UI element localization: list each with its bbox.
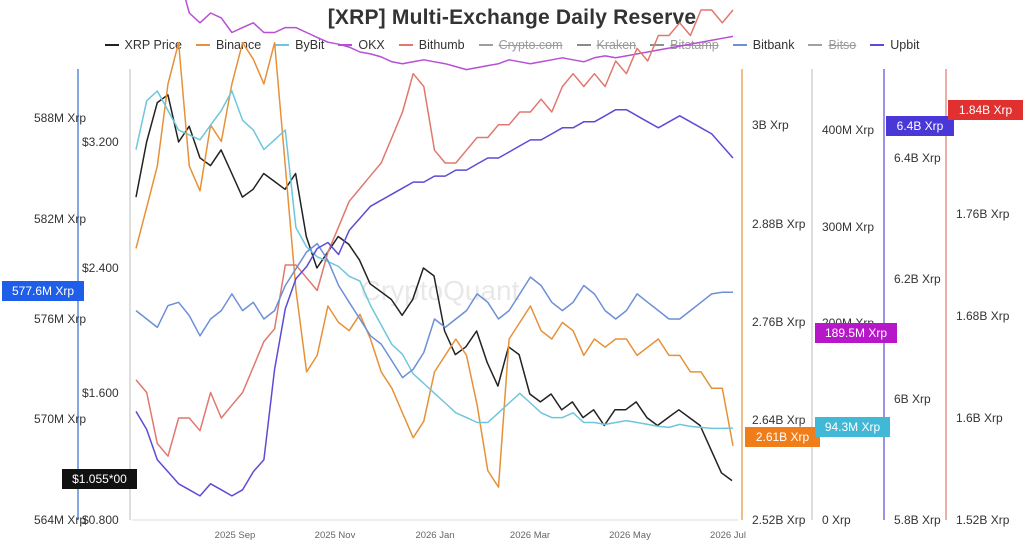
axis-tick-label-upbit: 5.8B Xrp [894, 513, 941, 527]
chart-title: [XRP] Multi-Exchange Daily Reserve [327, 6, 697, 29]
series-line-xrp-price [135, 94, 733, 482]
badge-bithumb-text: 1.84B Xrp [959, 103, 1013, 117]
watermark: CryptoQuant [361, 275, 520, 306]
legend: XRP Price Binance ByBit OKX Bithumb Crypto.co… [0, 38, 1024, 52]
legend-swatch [650, 44, 665, 46]
axis-tick-label-okx: 0 Xrp [822, 513, 851, 527]
badge-okx-text: 189.5M Xrp [825, 326, 887, 340]
axis-tick-label-price: $2.400 [82, 261, 119, 275]
legend-label: XRP Price [124, 38, 182, 52]
axis-tick-label-binance: 2.64B Xrp [752, 413, 806, 427]
legend-label: Kraken [596, 38, 637, 52]
legend-item-upbit[interactable]: Upbit [870, 38, 919, 52]
legend-item-okx[interactable]: OKX [338, 38, 385, 52]
badge-upbit: 6.4B Xrp [886, 116, 954, 136]
axis-tick-label-binance: 2.76B Xrp [752, 315, 806, 329]
axis-tick-label-binance: 2.88B Xrp [752, 217, 806, 231]
axis-tick-label-exch: 588M Xrp [34, 111, 86, 125]
legend-swatch [808, 44, 823, 46]
series-line-upbit [135, 108, 734, 497]
legend-item-kraken[interactable]: Kraken [576, 38, 637, 52]
axis-tick-label-bithumb: 1.6B Xrp [956, 411, 1003, 425]
legend-label: OKX [358, 38, 385, 52]
axis-tick-label-bithumb: 1.76B Xrp [956, 207, 1010, 221]
legend-swatch [576, 44, 591, 46]
legend-swatch [195, 44, 210, 46]
series-line-okx [184, 0, 734, 71]
badge-bybit: 94.3M Xrp [815, 417, 890, 437]
series-line-bithumb [135, 9, 734, 457]
legend-label: Binance [215, 38, 262, 52]
badge-binance: 2.61B Xrp [745, 427, 820, 447]
legend-item-bitso[interactable]: Bitso [808, 38, 856, 52]
legend-item-crypto-com[interactable]: Crypto.com [478, 38, 563, 52]
axis-tick-label-binance: 3B Xrp [752, 118, 789, 132]
axis-tick-label-price: $3.200 [82, 135, 119, 149]
legend-swatch [275, 44, 290, 46]
legend-item-bitbank[interactable]: Bitbank [732, 38, 795, 52]
axis-tick-label-price: $0.800 [82, 513, 119, 527]
badge-price-text: $1.055*00 [72, 472, 127, 486]
legend-label: ByBit [295, 38, 325, 52]
axis-tick-label-okx: 400M Xrp [822, 123, 874, 137]
legend-item-bybit[interactable]: ByBit [275, 38, 324, 52]
badge-exch-text: 577.6M Xrp [12, 284, 74, 298]
legend-label: Upbit [890, 38, 920, 52]
axis-tick-label-okx: 300M Xrp [822, 220, 874, 234]
axis-tick-label-bithumb: 1.68B Xrp [956, 309, 1010, 323]
x-tick-label: 2026 May [609, 530, 651, 540]
axis-tick-label-price: $1.600 [82, 386, 119, 400]
legend-label: Crypto.com [498, 38, 563, 52]
legend-swatch [104, 44, 119, 46]
legend-label: Bitso [828, 38, 857, 52]
series-line-bybit [135, 90, 734, 430]
axis-tick-label-upbit: 6B Xrp [894, 392, 931, 406]
axis-tick-label-binance: 2.52B Xrp [752, 513, 806, 527]
legend-swatch [338, 44, 353, 46]
legend-item-binance[interactable]: Binance [195, 38, 262, 52]
legend-swatch [732, 44, 747, 46]
badge-upbit-text: 6.4B Xrp [897, 119, 944, 133]
badge-bithumb: 1.84B Xrp [948, 100, 1023, 120]
series-line-bitbank [135, 242, 733, 379]
legend-item-xrp-price[interactable]: XRP Price [104, 38, 182, 52]
badge-exch: 577.6M Xrp [2, 281, 84, 301]
x-tick-label: 2026 Jul [710, 530, 746, 540]
badge-binance-text: 2.61B Xrp [756, 430, 810, 444]
axis-tick-label-exch: 570M Xrp [34, 412, 86, 426]
x-tick-label: 2026 Jan [415, 530, 454, 540]
axis-tick-label-exch: 582M Xrp [34, 212, 86, 226]
series-line-binance [135, 41, 734, 488]
legend-item-bithumb[interactable]: Bithumb [398, 38, 465, 52]
x-tick-label: 2026 Mar [510, 530, 550, 540]
legend-label: Bithumb [418, 38, 465, 52]
axis-tick-label-upbit: 6.2B Xrp [894, 272, 941, 286]
x-tick-label: 2025 Nov [315, 530, 356, 540]
badge-price: $1.055*00 [62, 469, 137, 489]
legend-swatch [870, 44, 885, 46]
axis-tick-label-bithumb: 1.52B Xrp [956, 513, 1010, 527]
legend-swatch [398, 44, 413, 46]
legend-swatch [478, 44, 493, 46]
legend-label: Bitbank [752, 38, 795, 52]
axis-tick-label-exch: 576M Xrp [34, 312, 86, 326]
x-tick-label: 2025 Sep [215, 530, 256, 540]
axis-tick-label-exch: 564M Xrp [34, 513, 86, 527]
badge-okx: 189.5M Xrp [815, 323, 897, 343]
axis-tick-label-upbit: 6.4B Xrp [894, 151, 941, 165]
badge-bybit-text: 94.3M Xrp [825, 420, 881, 434]
